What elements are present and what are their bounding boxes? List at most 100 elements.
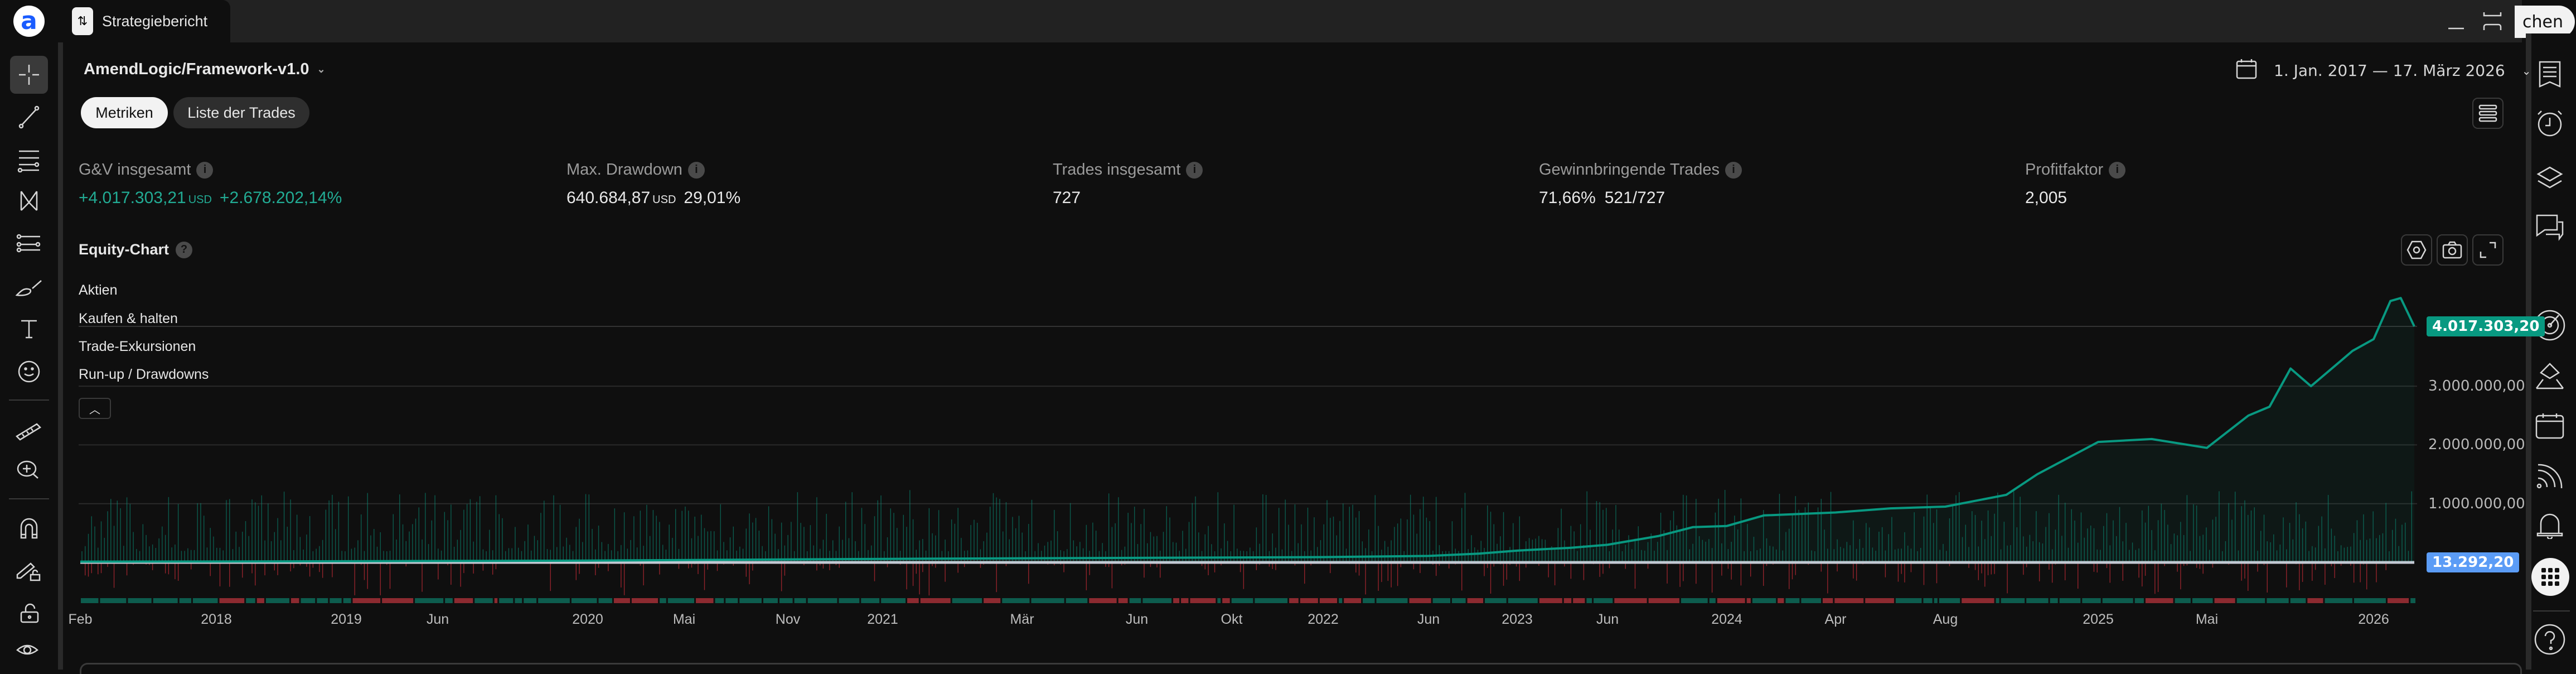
legend-equity[interactable]: Aktien bbox=[79, 282, 118, 298]
y-tick-label: 1.000.000,00 bbox=[2428, 495, 2525, 512]
lock-drawings-icon[interactable] bbox=[12, 556, 46, 584]
trade-strip-segment bbox=[1363, 598, 1375, 603]
trade-strip-segment bbox=[1142, 598, 1172, 603]
collapse-legend-button[interactable]: ︿ bbox=[79, 398, 111, 419]
app-logo-icon[interactable]: a bbox=[13, 6, 45, 37]
trade-strip-segment bbox=[2145, 598, 2173, 603]
crosshair-icon[interactable] bbox=[10, 56, 48, 94]
trade-strip-segment bbox=[1834, 598, 1864, 603]
chart-settings-button[interactable] bbox=[2401, 234, 2432, 266]
strategy-selector[interactable]: AmendLogic/Framework-v1.0 ⌄ bbox=[84, 60, 326, 79]
help-icon[interactable] bbox=[2534, 624, 2565, 655]
trade-strip-segment bbox=[571, 598, 597, 603]
trade-strip-segment bbox=[256, 598, 264, 603]
trade-strip-segment bbox=[763, 598, 778, 603]
snapshot-button[interactable] bbox=[2437, 234, 2468, 266]
trade-strip-segment bbox=[474, 598, 493, 603]
date-range-selector[interactable]: 1. Jan. 2017 — 17. März 2026 ⌄ bbox=[2236, 58, 2531, 83]
calendar-icon[interactable] bbox=[2534, 412, 2565, 440]
text-icon[interactable] bbox=[12, 315, 46, 343]
metric-unit: USD bbox=[188, 194, 212, 206]
trade-strip-segment bbox=[1996, 598, 1999, 603]
info-icon[interactable]: i bbox=[687, 161, 705, 179]
tab-metrics[interactable]: Metriken bbox=[81, 97, 168, 128]
brush-icon[interactable] bbox=[12, 272, 46, 300]
toolbar-divider bbox=[58, 42, 63, 670]
trade-strip-segment bbox=[352, 598, 381, 603]
y-tick-label: 3.000.000,00 bbox=[2428, 378, 2525, 395]
metric-value-main: 71,66% bbox=[1539, 189, 1596, 207]
legend-trade-excursions[interactable]: Trade-Exkursionen bbox=[79, 339, 196, 354]
layers-icon[interactable] bbox=[2534, 163, 2565, 191]
x-tick-label: 2018 bbox=[201, 612, 232, 627]
trade-strip-segment bbox=[515, 598, 522, 603]
trade-strip-segment bbox=[1923, 598, 1933, 603]
hide-drawings-icon[interactable] bbox=[12, 637, 46, 665]
trade-strip-segment bbox=[1865, 598, 1894, 603]
chevron-down-icon: ⌄ bbox=[2521, 64, 2531, 78]
strategy-report-icon: ⇅ bbox=[72, 7, 93, 35]
info-icon[interactable]: i bbox=[2109, 161, 2126, 179]
forecast-icon[interactable] bbox=[12, 229, 46, 257]
fib-lines-icon[interactable] bbox=[12, 146, 46, 174]
x-tick-label: 2023 bbox=[1502, 612, 1533, 627]
fullscreen-button[interactable] bbox=[2472, 234, 2504, 266]
trade-strip-segment bbox=[2410, 598, 2415, 603]
news-feed-icon[interactable] bbox=[2534, 463, 2565, 490]
trade-strip-segment bbox=[1648, 598, 1679, 603]
tab-trade-list[interactable]: Liste der Trades bbox=[173, 97, 309, 128]
watchlist-icon[interactable] bbox=[2534, 60, 2565, 88]
trade-strip-segment bbox=[2307, 598, 2323, 603]
trade-strip-segment bbox=[2175, 598, 2191, 603]
equity-area bbox=[80, 298, 2414, 562]
x-tick-label: Okt bbox=[1221, 612, 1243, 627]
trade-strip-segment bbox=[1681, 598, 1708, 603]
trend-line-icon[interactable] bbox=[12, 103, 46, 131]
trade-strip-segment bbox=[807, 598, 837, 603]
info-icon[interactable]: i bbox=[196, 161, 214, 179]
trade-strip-segment bbox=[667, 598, 695, 603]
info-icon[interactable]: i bbox=[1186, 161, 1203, 179]
info-icon[interactable]: i bbox=[1725, 161, 1742, 179]
trade-strip-segment bbox=[1300, 598, 1318, 603]
minimize-icon[interactable] bbox=[2445, 12, 2467, 32]
pattern-icon[interactable] bbox=[12, 187, 46, 215]
maximize-panel-icon[interactable] bbox=[2481, 10, 2504, 32]
trade-strip-segment bbox=[907, 598, 919, 603]
trade-strip-segment bbox=[2134, 598, 2144, 603]
x-tick-label: 2022 bbox=[1308, 612, 1339, 627]
emoji-icon[interactable] bbox=[12, 358, 46, 386]
unlock-icon[interactable] bbox=[12, 599, 46, 627]
trade-strip-segment bbox=[2059, 598, 2081, 603]
trade-strip-segment bbox=[153, 598, 178, 603]
chat-icon[interactable] bbox=[2534, 213, 2565, 241]
layout-toggle-button[interactable] bbox=[2472, 98, 2504, 129]
help-icon[interactable]: ? bbox=[176, 241, 192, 258]
sidebar-separator bbox=[2533, 610, 2570, 612]
notifications-bell-icon[interactable] bbox=[2534, 511, 2565, 539]
buy-hold-price-label: 13.292,20 bbox=[2427, 552, 2520, 572]
trade-strip-segment bbox=[2026, 598, 2049, 603]
x-tick-label: Jun bbox=[1125, 612, 1149, 627]
apps-grid-icon[interactable] bbox=[2531, 558, 2569, 596]
equity-chart-title-text: Equity-Chart bbox=[79, 241, 169, 258]
alarm-clock-icon[interactable] bbox=[2534, 109, 2565, 137]
metric-label-text: Profitfaktor bbox=[2025, 161, 2104, 179]
metric-label: Max. Drawdown i bbox=[566, 161, 705, 179]
search-button[interactable]: chen bbox=[2515, 6, 2575, 38]
trade-strip-segment bbox=[1709, 598, 1716, 603]
metric-value: +4.017.303,21 USD +2.678.202,14% bbox=[79, 189, 342, 208]
ruler-icon[interactable] bbox=[12, 417, 46, 445]
trade-strip-segment bbox=[739, 598, 762, 603]
metric-label-text: Max. Drawdown bbox=[566, 161, 682, 179]
magnet-icon[interactable] bbox=[12, 514, 46, 542]
legend-buy-hold[interactable]: Kaufen & halten bbox=[79, 311, 178, 326]
ideas-icon[interactable] bbox=[2534, 363, 2565, 391]
x-tick-label: 2025 bbox=[2083, 612, 2114, 627]
legend-runup-drawdowns[interactable]: Run-up / Drawdowns bbox=[79, 367, 209, 382]
tab-strategy-report[interactable]: ⇅ Strategiebericht bbox=[63, 0, 230, 42]
trade-strip-segment bbox=[1746, 598, 1751, 603]
x-tick-label: 2024 bbox=[1711, 612, 1742, 627]
settings-icon bbox=[2406, 240, 2427, 259]
zoom-in-icon[interactable] bbox=[12, 456, 46, 484]
